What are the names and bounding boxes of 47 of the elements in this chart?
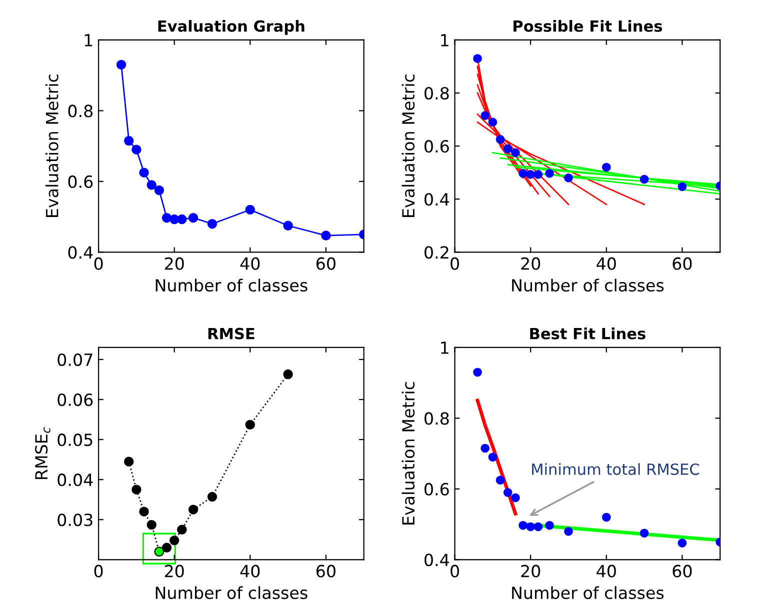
y-tick-label: 0.4: [424, 554, 450, 566]
y-axis-title: RMSE$_{c}$: [35, 427, 50, 480]
x-tick-label: 0: [94, 564, 103, 578]
x-axis-title: Number of classes: [512, 278, 664, 292]
y-tick-label: 0.05: [58, 434, 92, 446]
x-tick-label: 40: [240, 564, 260, 578]
y-tick-label: 0.6: [424, 140, 449, 153]
y-tick-label: 0.6: [68, 175, 93, 188]
y-tick-label: 0.03: [58, 514, 92, 526]
y-tick-label: 0.8: [424, 412, 449, 425]
y-tick-label: 0.06: [58, 393, 93, 406]
annotation: Minimum total RMSEC: [532, 463, 700, 475]
x-tick-label: 60: [672, 564, 692, 578]
y-axis-title: Evaluation Metric: [45, 74, 58, 217]
x-axis-title: Number of classes: [156, 278, 308, 292]
y-tick-label: 1: [441, 342, 448, 354]
x-tick-label: 60: [672, 257, 692, 270]
x-tick-label: 40: [596, 564, 616, 578]
chart-title: Evaluation Graph: [158, 20, 304, 35]
x-tick-label: 60: [316, 564, 336, 578]
x-tick-label: 40: [240, 257, 260, 270]
x-tick-label: 60: [316, 257, 336, 270]
chart-title: Best Fit Lines: [530, 328, 646, 340]
x-tick-label: 0: [450, 257, 459, 270]
y-tick-label: 0.6: [424, 482, 449, 496]
y-tick-label: 0.4: [424, 193, 450, 206]
chart-title: Possible Fit Lines: [514, 20, 662, 32]
y-tick-label: 0.8: [68, 104, 93, 118]
x-axis-title: Number of classes: [512, 586, 664, 600]
y-tick-label: 0.2: [424, 246, 448, 259]
x-tick-label: 20: [164, 564, 184, 578]
y-tick-label: 0.04: [58, 474, 93, 486]
y-tick-label: 0.07: [58, 353, 92, 366]
y-axis-title: Evaluation Metric: [402, 382, 415, 524]
y-tick-label: 1: [84, 34, 92, 46]
x-tick-label: 20: [164, 257, 184, 270]
x-tick-label: 0: [450, 564, 459, 578]
x-tick-label: 0: [94, 257, 103, 270]
y-tick-label: 1: [441, 34, 448, 46]
chart-title: RMSE: [208, 328, 254, 340]
y-tick-label: 0.4: [68, 246, 93, 259]
x-tick-label: 20: [521, 257, 540, 270]
y-tick-label: 0.8: [424, 86, 449, 100]
x-tick-label: 20: [521, 564, 540, 578]
y-axis-title: Evaluation Metric: [402, 74, 415, 217]
x-axis-title: Number of classes: [156, 586, 308, 600]
x-tick-label: 40: [596, 257, 616, 270]
